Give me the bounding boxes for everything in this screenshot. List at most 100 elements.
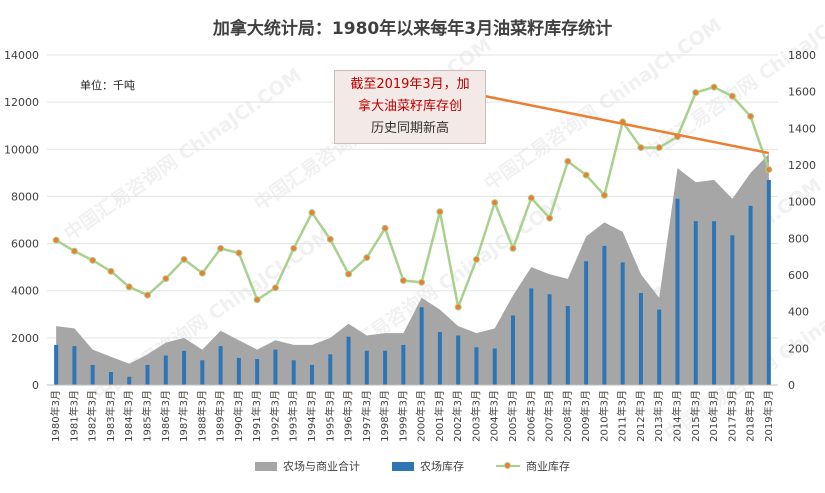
- x-tick-label: 1999年3月: [396, 390, 409, 442]
- bar-farm-stock: [693, 221, 698, 385]
- callout-line: 历史同期新高: [370, 121, 449, 136]
- x-tick-label: 1993年3月: [287, 390, 300, 442]
- bar-farm-stock: [200, 360, 205, 385]
- bar-farm-stock: [638, 293, 643, 385]
- x-tick-label: 2017年3月: [725, 390, 738, 442]
- x-tick-label: 1995年3月: [323, 390, 336, 442]
- x-tick-label: 2000年3月: [415, 390, 428, 442]
- x-tick-label: 1987年3月: [177, 390, 190, 442]
- x-tick-label: 2008年3月: [561, 390, 574, 442]
- bar-farm-stock: [163, 355, 168, 385]
- x-tick-label: 1997年3月: [360, 390, 373, 442]
- line-point-commercial-stock: [198, 269, 206, 277]
- line-point-commercial-stock: [472, 255, 480, 263]
- line-point-commercial-stock: [399, 277, 407, 284]
- x-tick-label: 2001年3月: [433, 390, 446, 442]
- x-tick-label: 2007年3月: [543, 390, 556, 442]
- line-point-commercial-stock: [747, 112, 755, 120]
- x-tick-label: 2003年3月: [469, 390, 482, 442]
- x-tick-label: 2011年3月: [616, 390, 629, 442]
- legend-item-bar: 农场库存: [392, 458, 464, 474]
- bar-farm-stock: [584, 261, 589, 385]
- y-tick-left: 14000: [4, 49, 39, 62]
- line-series-commercial-stock: [55, 85, 771, 309]
- x-tick-label: 1998年3月: [378, 390, 391, 442]
- line-point-commercial-stock: [363, 254, 371, 262]
- y-tick-right: 1200: [788, 159, 816, 172]
- legend-swatch-bar: [392, 461, 414, 471]
- line-point-commercial-stock: [692, 89, 700, 97]
- legend-label: 农场与商业合计: [283, 460, 360, 473]
- y-tick-right: 1600: [788, 86, 816, 99]
- bar-farm-stock: [90, 364, 95, 385]
- y-tick-right: 1400: [788, 122, 816, 135]
- y-tick-left: 12000: [4, 96, 39, 109]
- x-tick-label: 1989年3月: [214, 390, 227, 442]
- line-point-commercial-stock: [144, 291, 152, 299]
- y-tick-right: 400: [788, 306, 809, 319]
- bar-farm-stock: [547, 294, 552, 385]
- x-tick-label: 2014年3月: [670, 390, 683, 442]
- bar-farm-stock: [236, 357, 241, 385]
- x-tick-label: 1986年3月: [159, 390, 172, 442]
- line-point-commercial-stock: [728, 92, 736, 100]
- bar-farm-stock: [328, 354, 333, 385]
- x-tick-label: 2006年3月: [524, 390, 537, 442]
- bar-farm-stock: [54, 344, 59, 385]
- bar-farm-stock: [127, 376, 132, 385]
- bar-farm-stock: [291, 360, 296, 385]
- y-tick-left: 4000: [11, 285, 39, 298]
- x-tick-label: 2004年3月: [488, 390, 501, 442]
- line-point-commercial-stock: [527, 194, 535, 202]
- bar-farm-stock: [712, 221, 717, 385]
- trend-arrow-line: [439, 85, 770, 155]
- x-tick-label: 1985年3月: [141, 390, 154, 442]
- bar-farm-stock: [419, 307, 424, 385]
- x-tick-label: 1982年3月: [86, 390, 99, 442]
- bar-farm-stock: [273, 349, 278, 385]
- area-series-farm-commercial: [56, 154, 769, 385]
- bar-farm-stock: [675, 198, 680, 385]
- callout-box: 截至2019年3月，加 拿大油菜籽库存创 历史同期新高: [334, 70, 486, 144]
- line-point-commercial-stock: [70, 247, 78, 255]
- bar-farm-stock: [730, 235, 735, 385]
- chart-legend: 农场与商业合计 农场库存 商业库存: [0, 458, 825, 474]
- bar-farm-stock: [346, 336, 351, 385]
- bar-farm-stock: [383, 350, 388, 385]
- line-point-commercial-stock: [162, 275, 170, 283]
- bar-farm-stock: [437, 331, 442, 385]
- x-tick-label: 2018年3月: [744, 390, 757, 442]
- line-point-commercial-stock: [253, 296, 261, 304]
- line-point-commercial-stock: [655, 144, 663, 152]
- x-tick-label: 1996年3月: [342, 390, 355, 442]
- line-point-commercial-stock: [600, 191, 608, 199]
- y-tick-left: 10000: [4, 143, 39, 156]
- x-tick-label: 1980年3月: [49, 390, 62, 442]
- x-tick-label: 2010年3月: [597, 390, 610, 442]
- line-point-commercial-stock: [381, 224, 389, 232]
- y-tick-right: 600: [788, 269, 809, 282]
- line-point-commercial-stock: [582, 171, 590, 179]
- bar-farm-stock: [620, 262, 625, 385]
- legend-item-area: 农场与商业合计: [255, 458, 360, 474]
- bar-farm-stock: [766, 179, 771, 385]
- line-point-commercial-stock: [290, 244, 298, 252]
- x-tick-label: 2009年3月: [579, 390, 592, 442]
- bar-farm-stock: [72, 346, 77, 385]
- bar-farm-stock: [218, 346, 223, 385]
- line-point-commercial-stock: [326, 235, 334, 243]
- x-tick-label: 1992年3月: [268, 390, 281, 442]
- bar-farm-stock: [309, 364, 314, 385]
- y-tick-right: 800: [788, 232, 809, 245]
- y-tick-left: 2000: [11, 332, 39, 345]
- line-point-commercial-stock: [52, 236, 60, 244]
- bar-farm-stock: [492, 348, 497, 385]
- legend-label: 商业库存: [526, 460, 570, 473]
- x-tick-label: 1988年3月: [195, 390, 208, 442]
- bar-farm-stock: [529, 288, 534, 385]
- y-tick-left: 0: [32, 379, 39, 392]
- line-point-commercial-stock: [436, 208, 444, 216]
- bar-farm-stock: [145, 364, 150, 385]
